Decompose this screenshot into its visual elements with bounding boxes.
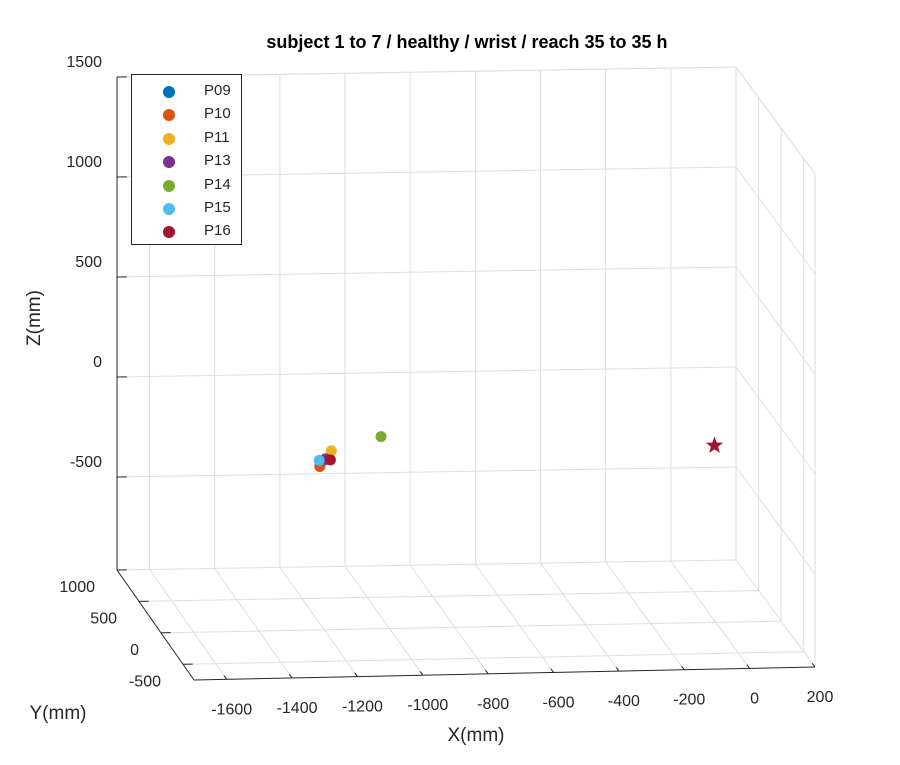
axes	[116, 76, 816, 681]
x-tick-mark	[811, 663, 816, 668]
legend-entry-p09: P09	[132, 80, 242, 103]
grid-line-side-z	[735, 366, 816, 475]
legend-label: P13	[204, 152, 231, 170]
grid-line-floor-x	[409, 564, 489, 675]
x-tick-label: 0	[750, 690, 759, 707]
grid-line-back-z	[116, 466, 737, 478]
grid-line-side-z	[735, 166, 816, 275]
x-tick-mark	[288, 673, 293, 679]
legend-label: P10	[204, 105, 231, 123]
x-tick-mark	[550, 668, 554, 673]
grid-line-floor-x	[279, 567, 358, 677]
x-tick-label: -1200	[342, 699, 383, 716]
tick-labels: -1600 -1400 -1200 -1000 -800 -600 -400 -200 0 200…	[59, 54, 833, 718]
legend-entry-p14: P14	[132, 174, 242, 197]
x-tick-label: -1400	[277, 700, 318, 717]
legend-entry-p11: P11	[132, 127, 242, 150]
legend-marker	[163, 86, 175, 98]
y-tick-label: 500	[90, 610, 117, 627]
x-tick-mark	[354, 672, 358, 677]
legend-marker	[163, 226, 175, 239]
y-axis-line	[116, 569, 195, 681]
x-tick-mark	[223, 675, 228, 680]
chart-title: subject 1 to 7 / healthy / wrist / reach…	[266, 32, 667, 52]
x-tick-label: -400	[608, 693, 640, 710]
grid-line-floor-x	[214, 568, 293, 679]
x-tick-label: -800	[477, 696, 509, 713]
x-tick-mark	[615, 667, 620, 672]
z-tick-label: 500	[75, 254, 102, 271]
legend-label: P11	[204, 128, 230, 146]
x-tick-mark	[681, 665, 685, 671]
z-tick-label: -500	[70, 454, 102, 471]
legend-entry-p15: P15	[132, 197, 242, 220]
target-star-marker	[705, 436, 724, 453]
y-tick-label: 0	[130, 642, 139, 659]
legend-marker	[163, 156, 175, 169]
grid-line-floor-y	[182, 651, 804, 665]
grid-line-floor-x	[540, 562, 620, 672]
legend-marker	[163, 203, 175, 215]
data-points	[313, 431, 724, 473]
grid-line-floor-y	[116, 559, 737, 571]
grid-line-floor-x	[605, 561, 685, 671]
legend-label: P09	[204, 82, 231, 99]
y-tick-label: 1000	[59, 579, 95, 596]
grid-line-floor-x	[344, 566, 424, 676]
y-tick-label: -500	[129, 673, 161, 690]
legend-label: P16	[204, 222, 231, 240]
grid-line-side-z	[735, 466, 816, 575]
x-tick-mark	[746, 664, 751, 669]
grid-line-floor-x	[474, 563, 554, 673]
z-tick-label: 1000	[66, 154, 102, 171]
legend-marker	[163, 109, 175, 122]
grid-line-floor-x	[735, 559, 816, 668]
legend-label: P14	[204, 175, 231, 193]
x-tick-mark	[419, 671, 424, 676]
data-point-p14	[375, 431, 387, 443]
legend-marker	[163, 179, 175, 192]
legend-label: P15	[204, 199, 231, 216]
x-axis-line	[193, 666, 816, 681]
grid-line-floor-y	[160, 620, 782, 634]
grid-line-back-z	[116, 366, 737, 378]
grid-line-back-z	[116, 266, 737, 278]
x-tick-label: -200	[673, 692, 705, 709]
x-tick-mark	[485, 669, 489, 675]
grid-line-side-z	[735, 266, 816, 375]
data-point-p16	[324, 454, 336, 466]
x-axis-label: X(mm)	[448, 725, 505, 746]
grid-line-floor-x	[149, 569, 228, 680]
grid-line-side-top	[735, 66, 816, 175]
z-axis-label: Z(mm)	[24, 290, 45, 346]
legend-entry-p16: P16	[132, 220, 242, 243]
x-tick-label: -1000	[407, 697, 448, 714]
z-tick-label: 1500	[66, 54, 102, 71]
legend-entry-p13: P13	[132, 150, 242, 173]
grid-line-floor-x	[670, 560, 751, 669]
x-tick-label: -600	[543, 694, 575, 711]
z-tick-label: 0	[93, 354, 102, 371]
y-axis-label: Y(mm)	[30, 703, 87, 724]
legend: P09 P10 P11 P13 P14 P15 P16	[131, 74, 242, 245]
legend-marker	[163, 132, 175, 145]
data-point-p15	[313, 454, 325, 466]
grid-line-floor-y	[138, 590, 759, 602]
x-tick-label: -1600	[211, 701, 252, 718]
data-point-p11	[325, 445, 337, 457]
x-tick-label: 200	[807, 689, 834, 706]
legend-entry-p10: P10	[132, 103, 242, 126]
